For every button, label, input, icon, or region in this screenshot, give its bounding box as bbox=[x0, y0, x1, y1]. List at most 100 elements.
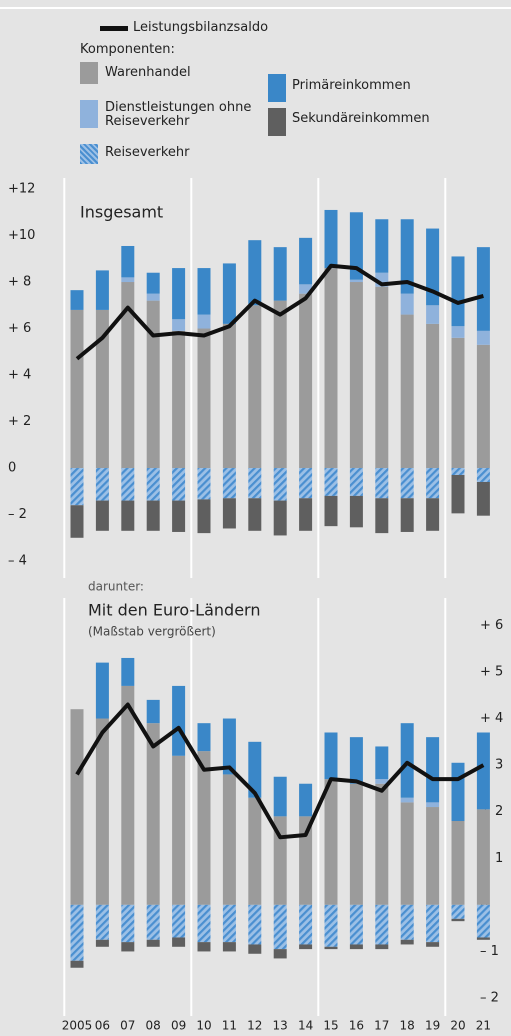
bar bbox=[146, 300, 160, 469]
bar bbox=[349, 212, 363, 280]
bar bbox=[70, 904, 84, 961]
bar bbox=[95, 718, 109, 905]
bar bbox=[222, 323, 236, 469]
bar bbox=[476, 468, 490, 482]
legend-swatch bbox=[80, 144, 98, 164]
y-tick-label: – 2 bbox=[8, 507, 27, 522]
panel-subtitle: (Maßstab vergrößert) bbox=[88, 625, 216, 639]
bar bbox=[426, 737, 440, 803]
bar bbox=[324, 209, 338, 269]
bar bbox=[375, 944, 389, 950]
bar bbox=[197, 723, 211, 752]
bar bbox=[476, 809, 490, 905]
bar bbox=[426, 904, 440, 943]
bar bbox=[451, 468, 465, 475]
bar bbox=[197, 499, 211, 534]
bar bbox=[95, 468, 109, 501]
bar bbox=[324, 946, 338, 950]
legend-swatch bbox=[268, 108, 286, 136]
y-tick-label: + 4 bbox=[480, 711, 503, 726]
bar bbox=[146, 500, 160, 531]
bar bbox=[70, 505, 84, 538]
bar bbox=[426, 305, 440, 324]
bar bbox=[349, 468, 363, 496]
bar bbox=[273, 468, 287, 501]
legend-swatch bbox=[268, 74, 286, 102]
bar bbox=[273, 904, 287, 950]
legend-swatch bbox=[100, 26, 128, 31]
legend-title: Komponenten: bbox=[80, 42, 175, 57]
bar bbox=[248, 240, 262, 306]
bar bbox=[400, 904, 414, 940]
bar bbox=[146, 468, 160, 501]
x-tick-label: 20 bbox=[450, 1019, 465, 1033]
bar bbox=[172, 904, 186, 938]
bar bbox=[400, 293, 414, 315]
legend-label: Reiseverkehr bbox=[105, 145, 190, 160]
bar bbox=[222, 468, 236, 499]
bar bbox=[400, 797, 414, 803]
bar bbox=[349, 783, 363, 905]
bar bbox=[299, 816, 313, 905]
bar bbox=[197, 314, 211, 329]
x-tick-label: 17 bbox=[374, 1019, 389, 1033]
bar bbox=[375, 468, 389, 499]
bar bbox=[121, 942, 135, 952]
y-tick-label: – 4 bbox=[8, 554, 27, 569]
bar bbox=[197, 468, 211, 500]
bar bbox=[197, 328, 211, 469]
bar bbox=[375, 286, 389, 469]
bar bbox=[273, 300, 287, 469]
y-tick-label: +10 bbox=[8, 228, 35, 243]
bar bbox=[375, 498, 389, 534]
balance-line bbox=[75, 263, 484, 361]
x-tick-label: 07 bbox=[120, 1019, 135, 1033]
bar bbox=[426, 807, 440, 905]
bar bbox=[299, 944, 313, 950]
bar bbox=[172, 755, 186, 905]
bar bbox=[400, 723, 414, 798]
bar bbox=[146, 723, 160, 905]
bar bbox=[476, 481, 490, 516]
bar bbox=[222, 904, 236, 943]
legend-label: Dienstleistungen ohne Reiseverkehr bbox=[105, 100, 252, 129]
bar bbox=[451, 918, 465, 922]
bar bbox=[197, 751, 211, 905]
legend-label: Leistungsbilanzsaldo bbox=[133, 20, 269, 35]
x-tick-label: 15 bbox=[323, 1019, 338, 1033]
bar bbox=[197, 942, 211, 952]
bar bbox=[426, 468, 440, 499]
bar bbox=[451, 821, 465, 905]
bar bbox=[222, 774, 236, 905]
bar bbox=[349, 737, 363, 784]
bar bbox=[222, 718, 236, 775]
bar bbox=[248, 498, 262, 531]
bar bbox=[121, 500, 135, 531]
bar bbox=[172, 330, 186, 469]
bar bbox=[172, 685, 186, 756]
y-tick-label: + 5 bbox=[480, 664, 503, 679]
bar bbox=[197, 268, 211, 315]
y-tick-label: 0 bbox=[8, 461, 16, 476]
bar bbox=[70, 709, 84, 905]
bar bbox=[222, 942, 236, 952]
bar bbox=[248, 305, 262, 469]
bar bbox=[95, 309, 109, 469]
bar bbox=[172, 319, 186, 331]
bar bbox=[299, 284, 313, 294]
bar bbox=[146, 904, 160, 940]
bar bbox=[95, 270, 109, 310]
bar bbox=[121, 904, 135, 943]
bar bbox=[426, 228, 440, 306]
bar bbox=[375, 219, 389, 273]
balance-line bbox=[75, 702, 485, 840]
bar bbox=[426, 802, 440, 808]
bar bbox=[400, 498, 414, 532]
bar bbox=[400, 314, 414, 469]
bar bbox=[426, 498, 440, 531]
legend-label: Primäreinkommen bbox=[292, 78, 411, 93]
bar bbox=[451, 762, 465, 822]
x-tick-label: 11 bbox=[222, 1019, 237, 1033]
bar bbox=[70, 309, 84, 469]
